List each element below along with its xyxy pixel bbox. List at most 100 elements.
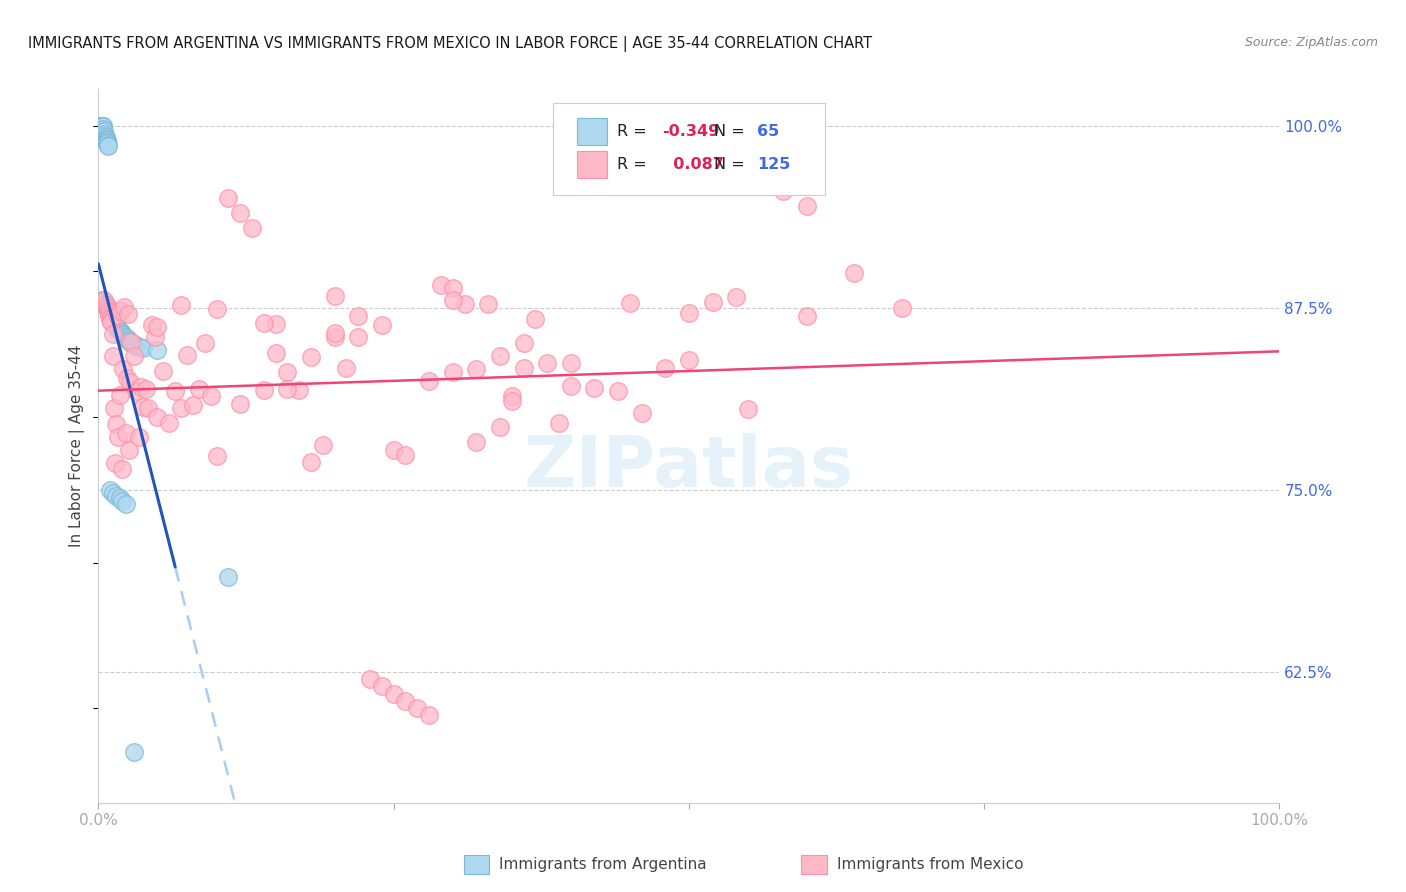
Point <box>489 349 512 363</box>
Point <box>465 362 488 376</box>
Point <box>98 303 121 318</box>
Point <box>240 220 263 235</box>
Point <box>630 406 652 420</box>
Point <box>94 132 117 146</box>
Point <box>276 365 298 379</box>
Point <box>143 330 166 344</box>
Point <box>136 401 159 416</box>
Point <box>97 139 120 153</box>
Point <box>96 133 118 147</box>
Point <box>253 316 276 330</box>
Point <box>96 301 118 315</box>
Point <box>101 349 124 363</box>
Point <box>512 335 534 350</box>
Point <box>107 429 129 443</box>
Point <box>98 306 121 320</box>
Text: N =: N = <box>714 124 749 139</box>
Point <box>347 309 370 323</box>
Point <box>132 342 155 356</box>
Point <box>678 306 700 320</box>
Point <box>489 420 512 434</box>
Text: R =: R = <box>617 157 652 171</box>
Point <box>94 298 117 312</box>
Text: 125: 125 <box>758 157 790 171</box>
Point <box>104 456 127 470</box>
Point <box>170 298 193 312</box>
Point <box>103 401 125 415</box>
Point <box>312 438 335 452</box>
Point <box>128 340 150 354</box>
Text: N =: N = <box>714 157 749 171</box>
Point <box>100 314 122 328</box>
Point <box>98 308 121 322</box>
Point <box>94 133 117 147</box>
Point <box>560 379 582 393</box>
Point <box>110 304 132 318</box>
Point <box>560 356 582 370</box>
Point <box>253 384 276 398</box>
Point <box>94 135 117 149</box>
Point <box>112 361 135 376</box>
Point <box>117 307 139 321</box>
Point <box>737 402 759 417</box>
Point <box>111 494 134 508</box>
Point <box>91 119 114 133</box>
Point <box>107 322 129 336</box>
Text: 0.087: 0.087 <box>662 157 724 171</box>
Point <box>105 417 128 431</box>
Point <box>217 570 239 584</box>
Point <box>98 310 121 324</box>
Point <box>453 297 475 311</box>
Point <box>382 442 405 457</box>
Point <box>200 389 222 403</box>
Point <box>117 333 139 347</box>
Point <box>157 416 180 430</box>
Point <box>264 318 287 332</box>
Point <box>96 301 118 315</box>
Point <box>477 297 499 311</box>
Point <box>129 380 152 394</box>
Point <box>120 375 142 389</box>
Point <box>371 679 394 693</box>
Point <box>122 745 145 759</box>
Point <box>114 426 136 441</box>
Text: Immigrants from Mexico: Immigrants from Mexico <box>837 857 1024 871</box>
Point <box>170 401 193 416</box>
Point <box>125 384 148 398</box>
Point <box>299 350 322 364</box>
Point <box>101 485 124 500</box>
Point <box>101 326 124 341</box>
Point <box>441 293 464 308</box>
Point <box>98 483 121 497</box>
Point <box>128 430 150 444</box>
Point <box>98 310 121 324</box>
Point <box>91 294 114 309</box>
Point <box>524 311 547 326</box>
Point <box>112 328 135 343</box>
Point <box>725 290 748 304</box>
Point <box>105 308 128 322</box>
Point <box>132 401 155 415</box>
Point <box>418 708 440 723</box>
Point <box>141 318 163 333</box>
Point <box>122 337 145 351</box>
Point <box>205 302 228 317</box>
Point <box>165 384 187 399</box>
Point <box>264 346 287 360</box>
Point <box>98 310 121 325</box>
Point <box>104 318 127 332</box>
Point <box>146 319 169 334</box>
Point <box>748 177 770 191</box>
Point <box>229 397 252 411</box>
Point <box>97 302 120 317</box>
Point <box>501 389 523 403</box>
FancyBboxPatch shape <box>576 151 607 178</box>
Point <box>121 335 143 350</box>
Text: IMMIGRANTS FROM ARGENTINA VS IMMIGRANTS FROM MEXICO IN LABOR FORCE | AGE 35-44 C: IMMIGRANTS FROM ARGENTINA VS IMMIGRANTS … <box>28 36 872 52</box>
Point <box>108 388 131 402</box>
Point <box>181 398 204 412</box>
Point <box>536 355 558 369</box>
Point <box>94 130 117 145</box>
Point <box>176 348 198 362</box>
Point <box>229 206 252 220</box>
